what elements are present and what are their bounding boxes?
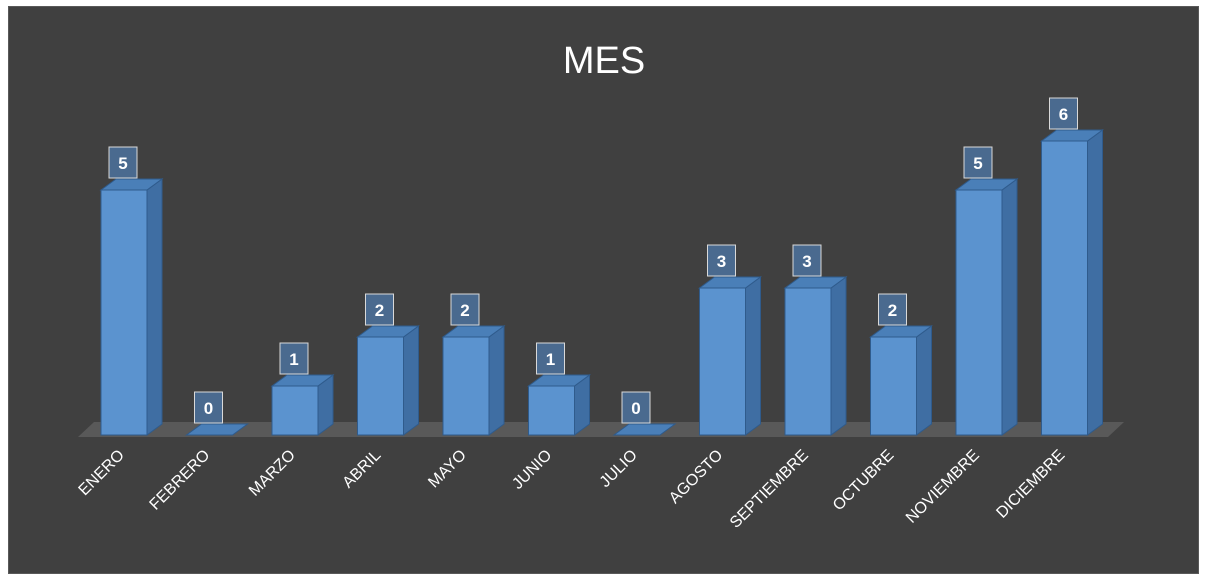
bar-top bbox=[184, 423, 250, 436]
bars-group bbox=[99, 129, 1105, 436]
category-label-diciembre: DICIEMBRE bbox=[993, 447, 1068, 522]
bar-top bbox=[612, 423, 677, 436]
category-label-enero: ENERO bbox=[76, 447, 128, 499]
category-label-agosto: AGOSTO bbox=[666, 447, 726, 507]
bar-front bbox=[100, 189, 148, 436]
data-label-febrero: 0 bbox=[194, 391, 223, 424]
data-label-box bbox=[878, 293, 907, 326]
data-label-box bbox=[536, 342, 565, 375]
bar-abril bbox=[355, 325, 421, 436]
data-label-box bbox=[707, 244, 736, 277]
bar-septiembre bbox=[783, 276, 848, 436]
bar-top bbox=[1039, 129, 1105, 142]
bar-top bbox=[954, 178, 1019, 191]
data-label-box bbox=[1049, 97, 1078, 130]
bar-side bbox=[403, 325, 419, 436]
data-label-abril: 2 bbox=[365, 293, 394, 326]
chart-floor bbox=[78, 422, 1124, 437]
data-label-value: 5 bbox=[973, 154, 982, 173]
bar-diciembre bbox=[1039, 129, 1105, 436]
bar-front bbox=[870, 336, 917, 436]
bar-octubre bbox=[868, 325, 934, 436]
bar-side bbox=[830, 276, 847, 436]
data-label-diciembre: 6 bbox=[1049, 97, 1078, 130]
data-label-mayo: 2 bbox=[450, 293, 480, 326]
data-label-marzo: 1 bbox=[279, 342, 309, 375]
data-labels-group: 5 0 1 2 2 1 0 3 3 2 5 6 bbox=[108, 97, 1078, 424]
data-label-value: 3 bbox=[802, 252, 811, 271]
bar-julio bbox=[612, 423, 677, 436]
chart-title: MES bbox=[563, 40, 645, 82]
data-label-value: 0 bbox=[631, 399, 640, 418]
bar-top bbox=[526, 374, 592, 387]
bar-top bbox=[783, 276, 848, 289]
bar-side bbox=[745, 276, 761, 436]
bar-top bbox=[868, 325, 934, 338]
category-label-febrero: FEBRERO bbox=[147, 447, 214, 514]
data-label-box bbox=[194, 391, 223, 424]
category-labels-group: ENERO FEBRERO MARZO ABRIL MAYO JUNIO JULIO AGOS… bbox=[76, 447, 1069, 532]
data-label-julio: 0 bbox=[621, 391, 651, 424]
data-label-septiembre: 3 bbox=[792, 244, 822, 277]
data-label-octubre: 2 bbox=[878, 293, 907, 326]
data-label-box bbox=[792, 244, 822, 277]
category-label-julio: JULIO bbox=[597, 447, 641, 491]
bar-side bbox=[1087, 129, 1103, 436]
bar-side bbox=[916, 325, 932, 436]
bar-top bbox=[270, 374, 335, 387]
bar-front bbox=[1041, 140, 1088, 436]
bar-front bbox=[357, 336, 404, 436]
data-label-box bbox=[279, 342, 309, 375]
category-label-marzo: MARZO bbox=[246, 447, 299, 500]
data-label-value: 6 bbox=[1059, 105, 1068, 124]
bar-agosto bbox=[697, 276, 763, 436]
data-label-box bbox=[365, 293, 394, 326]
data-label-box bbox=[621, 391, 651, 424]
category-label-octubre: OCTUBRE bbox=[830, 447, 897, 514]
bar-top bbox=[441, 325, 506, 338]
bar-front bbox=[784, 287, 832, 436]
bar-noviembre bbox=[954, 178, 1019, 436]
bar-top bbox=[697, 276, 763, 289]
data-label-value: 5 bbox=[118, 154, 127, 173]
bar-junio bbox=[526, 374, 592, 436]
data-label-value: 1 bbox=[546, 350, 555, 369]
category-label-noviembre: NOVIEMBRE bbox=[903, 447, 983, 527]
data-label-value: 2 bbox=[460, 301, 469, 320]
data-label-junio: 1 bbox=[536, 342, 565, 375]
bar-side bbox=[146, 178, 163, 436]
data-label-box bbox=[450, 293, 480, 326]
data-label-agosto: 3 bbox=[707, 244, 736, 277]
bar-enero bbox=[99, 178, 164, 436]
bar-front bbox=[955, 189, 1003, 436]
data-label-box bbox=[963, 146, 993, 179]
data-label-value: 3 bbox=[717, 252, 726, 271]
category-label-abril: ABRIL bbox=[340, 447, 385, 492]
bar-front bbox=[528, 385, 575, 436]
bar-top bbox=[355, 325, 421, 338]
category-label-mayo: MAYO bbox=[425, 447, 470, 492]
bar-side bbox=[1001, 178, 1018, 436]
bar-top bbox=[99, 178, 164, 191]
bar-mayo bbox=[441, 325, 506, 436]
data-label-value: 2 bbox=[375, 301, 384, 320]
data-label-noviembre: 5 bbox=[963, 146, 993, 179]
data-label-enero: 5 bbox=[108, 146, 138, 179]
category-label-septiembre: SEPTIEMBRE bbox=[727, 447, 812, 532]
data-label-value: 2 bbox=[888, 301, 897, 320]
category-label-junio: JUNIO bbox=[509, 447, 555, 493]
bar-front bbox=[442, 336, 490, 436]
data-label-value: 1 bbox=[289, 350, 298, 369]
bar-front bbox=[699, 287, 746, 436]
bar-marzo bbox=[270, 374, 335, 436]
data-label-box bbox=[108, 146, 138, 179]
bar-side bbox=[488, 325, 505, 436]
data-label-value: 0 bbox=[204, 399, 213, 418]
bar-febrero bbox=[184, 423, 250, 436]
bar-front bbox=[271, 385, 319, 436]
